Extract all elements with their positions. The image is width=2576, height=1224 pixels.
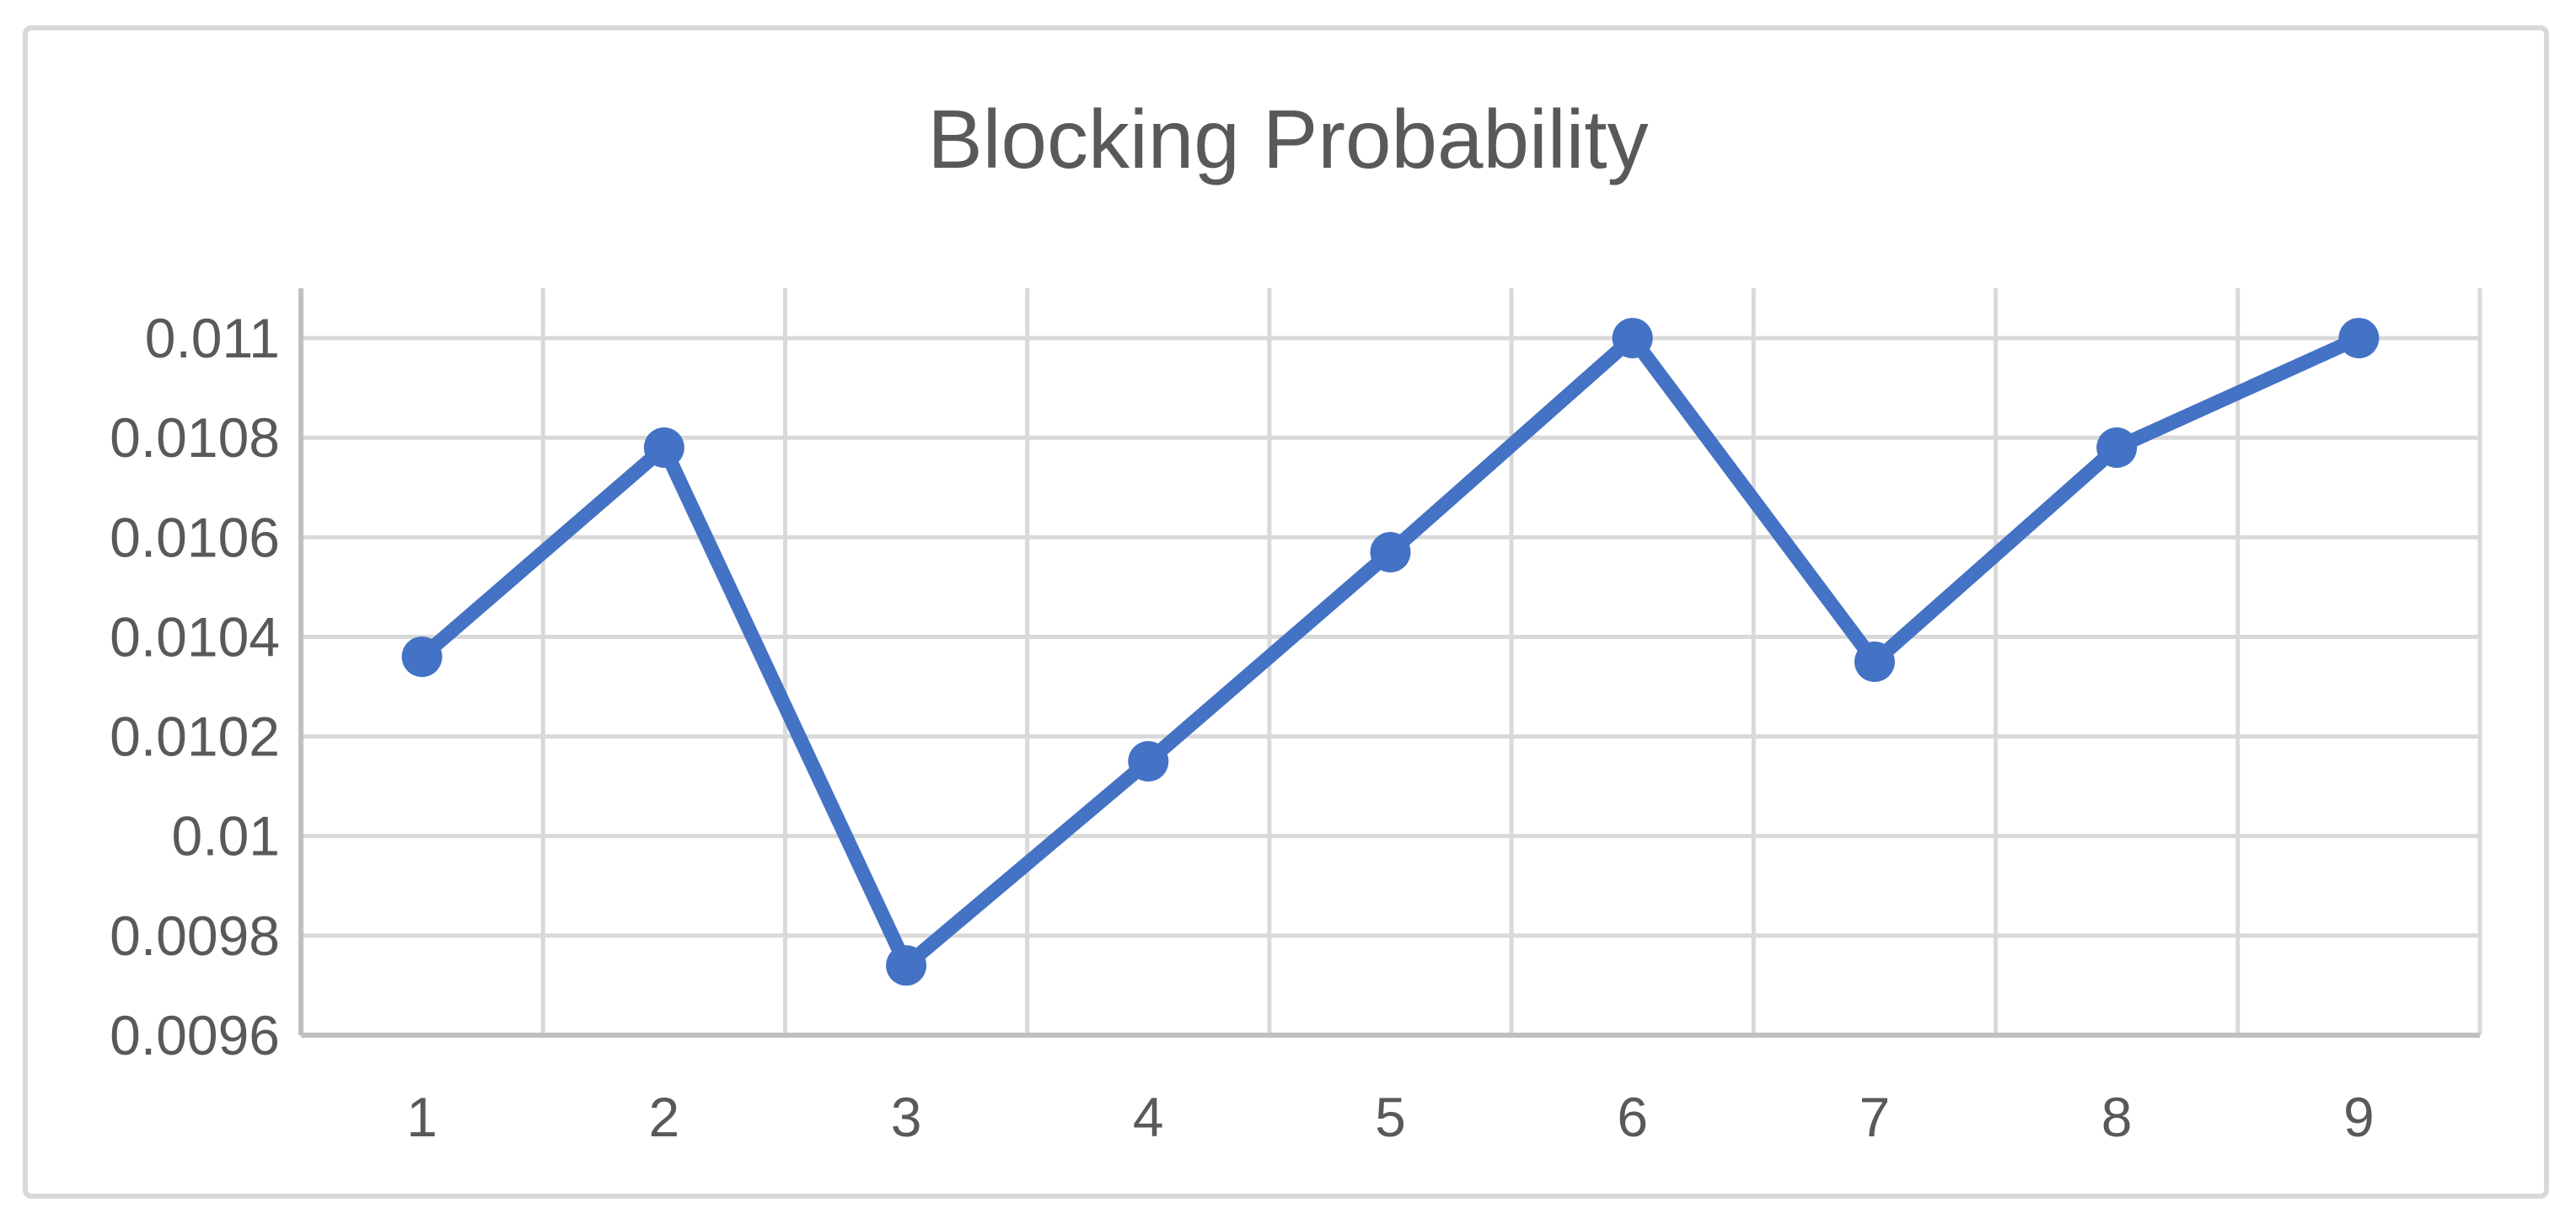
y-tick-label: 0.0108 xyxy=(110,406,280,469)
x-tick-label: 8 xyxy=(2101,1086,2133,1148)
data-line xyxy=(415,330,2366,973)
x-tick-label: 4 xyxy=(1133,1086,1164,1148)
y-tick-label: 0.0104 xyxy=(110,605,280,668)
x-tick-label: 6 xyxy=(1617,1086,1648,1148)
y-tick-label: 0.0098 xyxy=(110,905,280,967)
y-tick-label: 0.0106 xyxy=(110,506,280,568)
data-point-marker xyxy=(2096,427,2138,469)
y-tick-label: 0.011 xyxy=(145,307,280,369)
data-point-marker xyxy=(1612,318,1653,359)
x-tick-label: 1 xyxy=(406,1086,437,1148)
x-tick-label: 9 xyxy=(2343,1086,2375,1148)
data-point-marker xyxy=(643,427,684,469)
data-point-marker xyxy=(1128,741,1169,782)
x-tick-label: 3 xyxy=(891,1086,922,1148)
y-tick-label: 0.01 xyxy=(172,805,280,867)
y-tick-label: 0.0102 xyxy=(110,706,280,768)
chart-title: Blocking Probability xyxy=(927,93,1649,185)
data-point-marker xyxy=(1854,642,1895,682)
x-tick-label: 7 xyxy=(1860,1086,1891,1148)
chart-border xyxy=(23,25,2549,1199)
x-tick-label: 2 xyxy=(648,1086,679,1148)
data-point-marker xyxy=(2338,318,2380,359)
y-tick-label: 0.0096 xyxy=(110,1004,280,1066)
data-point-marker xyxy=(886,945,927,986)
data-point-marker xyxy=(1370,532,1411,573)
x-tick-label: 5 xyxy=(1375,1086,1406,1148)
data-point-marker xyxy=(401,636,443,678)
